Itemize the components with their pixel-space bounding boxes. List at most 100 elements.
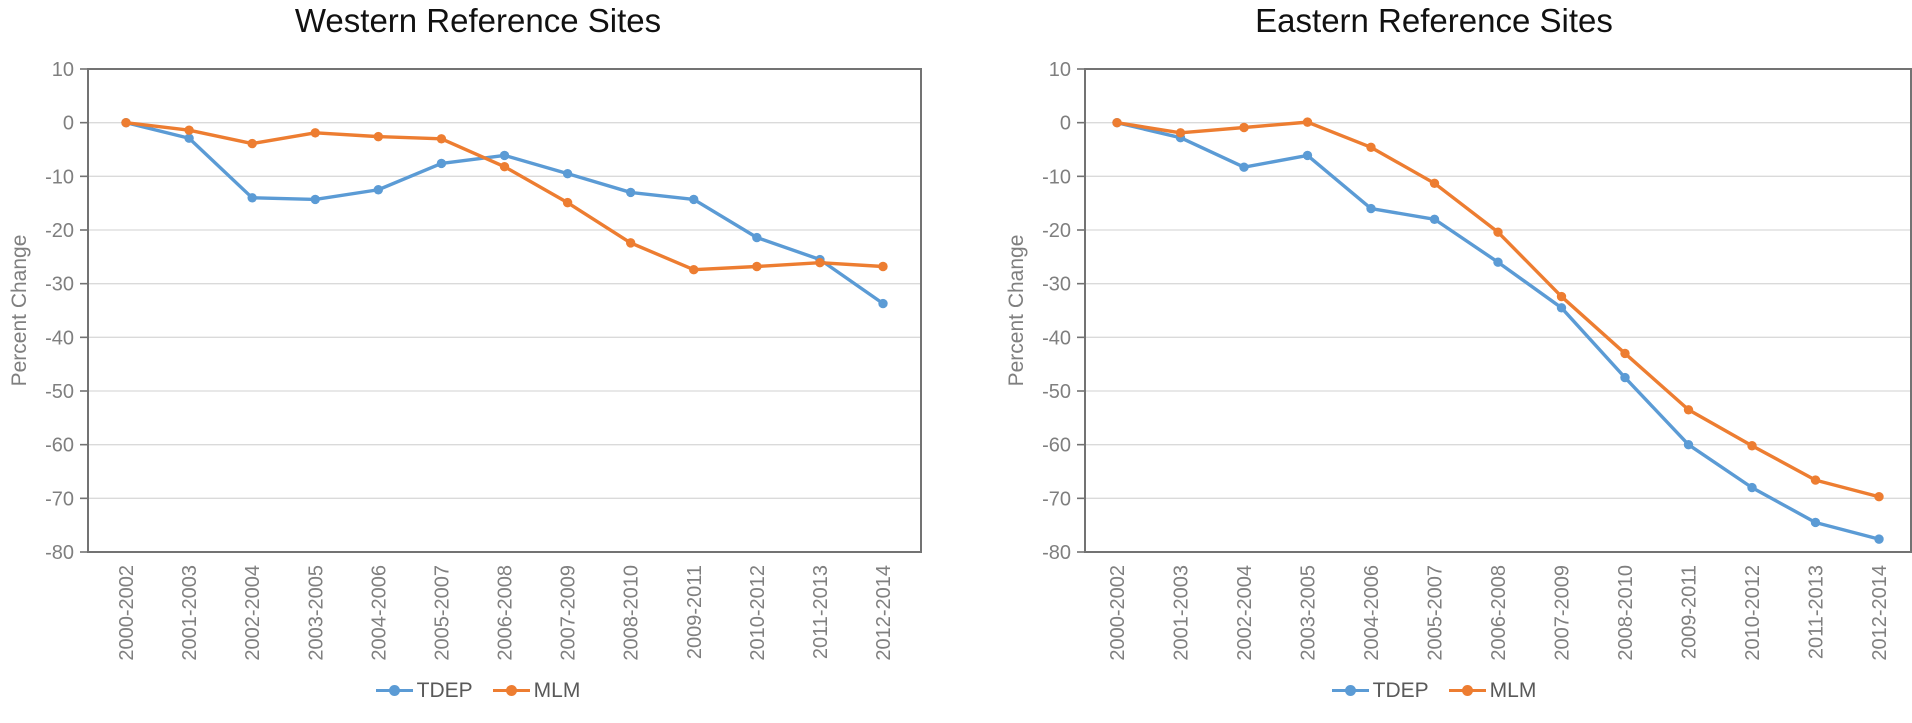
x-tick-label: 2010-2012 (1742, 565, 1764, 661)
tdep-line-marker-icon (375, 685, 413, 696)
x-tick-label: 2002-2004 (1234, 565, 1256, 661)
x-tick-label: 2011-2013 (1806, 565, 1828, 659)
tdep-data-point (499, 150, 510, 161)
tdep-data-point (1810, 517, 1821, 528)
x-tick-label: 2012-2014 (873, 565, 895, 661)
y-tick-label: -10 (45, 166, 74, 188)
eastern-legend: TDEP MLM (956, 680, 1912, 701)
mlm-data-point (1683, 405, 1694, 415)
legend-label-tdep: TDEP (1372, 679, 1429, 702)
mlm-data-point (1493, 227, 1503, 237)
tdep-data-point (247, 193, 257, 203)
y-tick-label: 0 (1060, 113, 1071, 135)
mlm-data-point (625, 238, 636, 248)
tdep-line-marker-icon (1331, 685, 1369, 696)
tdep-data-point (1239, 162, 1249, 172)
mlm-series-line (124, 120, 885, 272)
mlm-data-point (247, 138, 257, 149)
y-tick-label: 0 (63, 113, 74, 135)
legend-item-tdep: TDEP (375, 680, 473, 701)
mlm-data-point (1175, 128, 1186, 138)
y-tick-label: -70 (1042, 488, 1071, 510)
x-tick-label: 2007-2009 (1552, 565, 1574, 661)
y-tick-label: -10 (1042, 166, 1071, 188)
mlm-data-point (689, 265, 699, 275)
x-tick-label: 2008-2010 (621, 565, 643, 661)
tdep-data-point (562, 168, 573, 179)
mlm-line-marker-icon (1448, 685, 1486, 696)
tdep-data-point (625, 187, 636, 198)
y-tick-label: -20 (1042, 220, 1071, 242)
y-axis-title: Percent Change (8, 235, 31, 387)
mlm-data-point (1239, 122, 1249, 133)
mlm-data-point (878, 261, 888, 272)
x-tick-label: 2001-2003 (179, 565, 201, 661)
tdep-data-point (184, 133, 194, 143)
x-tick-label: 2004-2006 (1361, 565, 1383, 661)
tdep-data-point (1429, 214, 1440, 224)
legend-item-mlm: MLM (1448, 679, 1537, 702)
x-tick-label: 2007-2009 (558, 565, 580, 661)
tdep-data-point (1556, 303, 1567, 313)
tdep-data-point (1620, 372, 1630, 383)
mlm-data-point (1556, 291, 1567, 302)
tdep-series-line (1115, 120, 1881, 541)
mlm-series-line (1115, 120, 1881, 499)
y-tick-label: -50 (45, 381, 74, 403)
x-tick-label: 2006-2008 (495, 565, 517, 661)
tdep-data-point (1302, 150, 1313, 161)
mlm-line-marker-icon (492, 685, 530, 696)
y-tick-label: -20 (45, 220, 74, 242)
mlm-data-point (1620, 348, 1630, 359)
tdep-data-point (1683, 439, 1694, 450)
mlm-data-point (1429, 178, 1440, 189)
mlm-data-point (562, 197, 573, 208)
y-tick-label: -60 (45, 435, 74, 457)
x-tick-label: 2006-2008 (1488, 565, 1510, 661)
legend-item-tdep: TDEP (1331, 679, 1429, 702)
mlm-data-point (310, 128, 320, 138)
mlm-data-point (436, 134, 447, 144)
y-tick-label: 10 (52, 59, 74, 81)
y-tick-label: -80 (45, 542, 74, 564)
tdep-data-point (878, 298, 888, 309)
mlm-data-point (815, 258, 825, 268)
x-tick-label: 2000-2002 (1107, 565, 1129, 661)
mlm-data-point (752, 261, 762, 272)
x-tick-label: 2002-2004 (242, 565, 264, 661)
tdep-data-point (752, 232, 762, 243)
eastern-chart-title: Eastern Reference Sites (1255, 2, 1613, 39)
tdep-data-point (1493, 257, 1503, 267)
mlm-data-point (1112, 117, 1122, 128)
x-tick-label: 2005-2007 (431, 565, 453, 661)
tdep-data-point (436, 158, 447, 169)
mlm-data-point (1747, 441, 1757, 451)
mlm-data-point (121, 117, 131, 128)
western-legend: TDEP MLM (0, 680, 956, 701)
tdep-data-point (1366, 203, 1376, 214)
x-tick-label: 2011-2013 (810, 565, 832, 659)
y-tick-label: -80 (1042, 542, 1071, 564)
mlm-data-point (1302, 117, 1313, 127)
western-plot: 10 0 -10 -20 -30 -40 -50 -60 -70 -80 2000-2002 2001… (8, 59, 922, 661)
tdep-data-point (1874, 534, 1884, 544)
legend-label-mlm: MLM (1489, 679, 1537, 702)
mlm-data-point (373, 131, 384, 142)
tdep-data-point (689, 194, 699, 205)
y-tick-label: -60 (1042, 435, 1071, 457)
y-axis-title: Percent Change (1005, 235, 1028, 387)
eastern-chart-panel: Eastern Reference Sites 10 0 -10 -20 -30 -40 -… (956, 0, 1912, 723)
y-tick-label: -30 (45, 274, 74, 296)
x-tick-label: 2001-2003 (1171, 565, 1193, 661)
x-tick-label: 2009-2011 (1679, 565, 1701, 659)
tdep-series-line (124, 120, 885, 306)
x-tick-label: 2000-2002 (116, 565, 138, 661)
mlm-data-point (1810, 475, 1821, 485)
eastern-plot: 10 0 -10 -20 -30 -40 -50 -60 -70 -80 2000-2002 2001… (1005, 59, 1912, 661)
mlm-data-point (1874, 492, 1884, 502)
plot-border (1084, 68, 1912, 553)
y-tick-label: -40 (1042, 327, 1071, 349)
tdep-data-point (310, 194, 320, 205)
y-tick-label: -50 (1042, 381, 1071, 403)
